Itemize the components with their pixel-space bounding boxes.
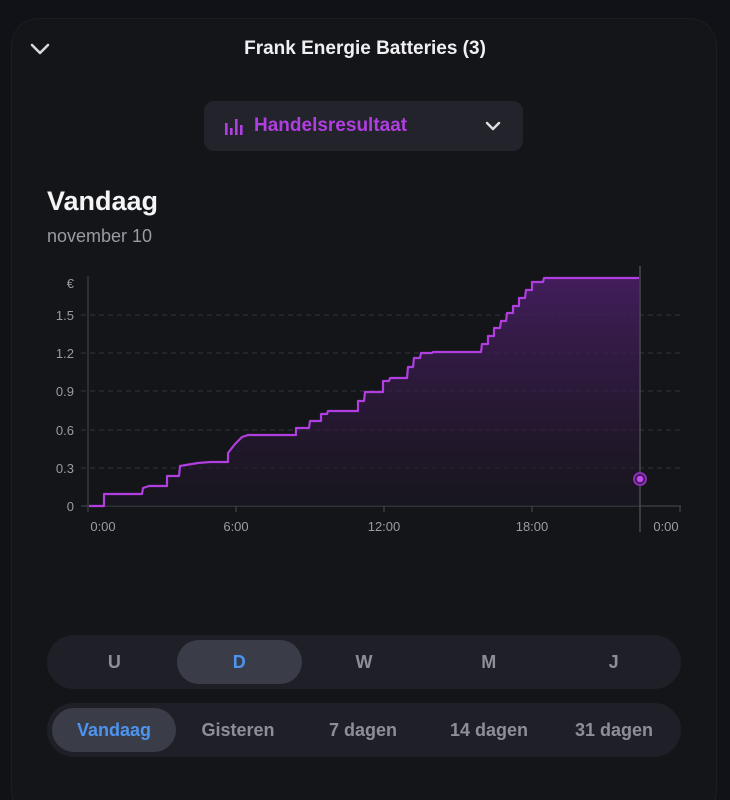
y-tick-labels: € 1.5 1.2 0.9 0.6 0.3 0 <box>56 276 75 514</box>
tab-resolution-m[interactable]: M <box>481 651 497 672</box>
tab-resolution-u[interactable]: U <box>107 651 121 672</box>
svg-text:0:00: 0:00 <box>90 519 115 534</box>
trading-result-chart[interactable]: € 1.5 1.2 0.9 0.6 0.3 0 0:00 6:00 12:00 … <box>0 260 730 550</box>
x-tick-labels: 0:00 6:00 12:00 18:00 0:00 <box>90 519 678 534</box>
svg-text:0: 0 <box>67 499 74 514</box>
chart-cursor-dot <box>636 475 644 483</box>
svg-text:6:00: 6:00 <box>223 519 248 534</box>
tab-resolution-j[interactable]: J <box>608 651 619 672</box>
svg-text:1.5: 1.5 <box>56 308 74 323</box>
bar-chart-icon <box>225 119 243 135</box>
period-date: november 10 <box>47 226 153 246</box>
svg-text:€: € <box>67 276 75 291</box>
tab-range-vandaag[interactable]: Vandaag <box>52 708 176 752</box>
svg-text:1.2: 1.2 <box>56 346 74 361</box>
chart-area-fill <box>89 278 639 506</box>
svg-text:0.9: 0.9 <box>56 384 74 399</box>
svg-text:18:00: 18:00 <box>516 519 549 534</box>
svg-text:12:00: 12:00 <box>368 519 401 534</box>
collapse-button[interactable] <box>28 38 52 62</box>
tab-resolution-w[interactable]: W <box>355 651 373 672</box>
card-header: Frank Energie Batteries (3) <box>0 0 730 70</box>
tab-range-7-dagen[interactable]: 7 dagen <box>328 719 398 740</box>
metric-selector-dropdown[interactable]: Handelsresultaat <box>204 101 523 151</box>
tab-resolution-d[interactable]: D <box>176 640 302 684</box>
period-title: Vandaag <box>47 186 159 216</box>
range-tabs: Vandaag Gisteren 7 dagen 14 dagen 31 dag… <box>47 703 681 757</box>
svg-text:0.3: 0.3 <box>56 461 74 476</box>
chevron-down-icon <box>485 121 501 131</box>
tab-range-14-dagen[interactable]: 14 dagen <box>449 719 529 740</box>
svg-text:0.6: 0.6 <box>56 423 74 438</box>
card-title: Frank Energie Batteries (3) <box>244 38 486 59</box>
x-ticks <box>235 506 681 512</box>
tab-range-31-dagen[interactable]: 31 dagen <box>574 719 654 740</box>
svg-text:0:00: 0:00 <box>653 519 678 534</box>
metric-selector-label: Handelsresultaat <box>254 115 408 136</box>
resolution-tabs: U D W M J <box>47 635 681 689</box>
tab-range-gisteren[interactable]: Gisteren <box>201 719 275 740</box>
chevron-down-icon <box>30 43 50 55</box>
chart-line <box>89 276 639 508</box>
